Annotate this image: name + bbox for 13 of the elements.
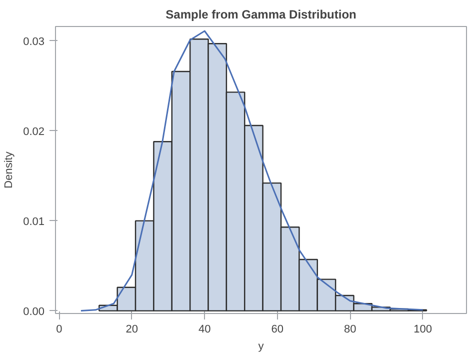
x-tick-label: 100 [414,324,432,336]
chart-title: Sample from Gamma Distribution [166,8,356,22]
y-axis-title: Density [3,151,16,188]
x-tick-label: 20 [126,324,138,336]
x-axis-title: y [258,340,264,352]
x-tick-label: 0 [56,324,62,336]
x-tick-label: 60 [271,324,284,336]
y-tick-label: 0.01 [23,216,45,228]
x-tick-label: 40 [198,324,211,336]
y-tick-label: 0.02 [23,126,45,138]
x-tick-label: 80 [344,324,356,336]
y-tick-label: 0.00 [23,306,45,318]
y-tick-label: 0.03 [23,36,45,48]
